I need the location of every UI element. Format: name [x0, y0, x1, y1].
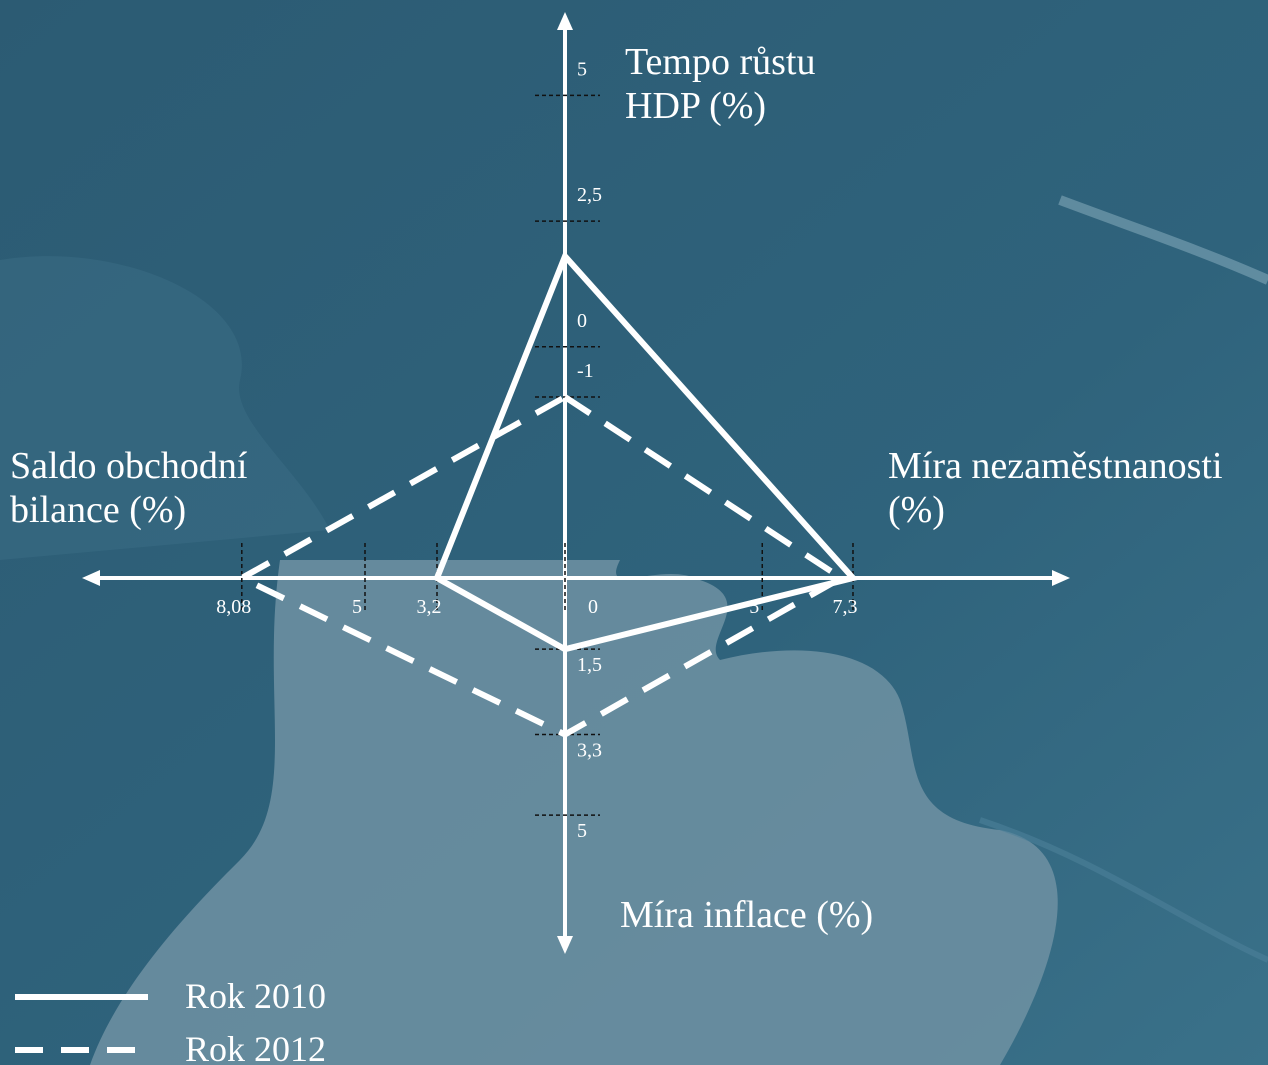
arrow-head [82, 570, 100, 586]
arrow-head [557, 936, 573, 954]
puzzle-shape [0, 256, 330, 560]
puzzle-edge [979, 817, 1268, 963]
puzzle-piece [90, 560, 1058, 1065]
axis-title: Míra inflace (%) [620, 894, 874, 936]
tick-label: 5 [577, 58, 587, 80]
tick-label: 3,3 [577, 740, 602, 762]
tick-label: 5 [352, 596, 362, 618]
axis-title: Tempo růstu HDP (%) [625, 41, 816, 127]
tick-label: -1 [577, 360, 594, 382]
axis-title: Saldo obchodní bilance (%) [10, 445, 248, 531]
arrow-head [557, 12, 573, 30]
tick-label: 8,08 [216, 596, 251, 618]
tick-label: 0 [588, 596, 598, 618]
series-line [235, 393, 847, 738]
legend-label: Rok 2010 [185, 976, 326, 1016]
tick-label: 2,5 [577, 184, 602, 206]
series-line [433, 250, 859, 653]
tick-label: 5 [577, 820, 587, 842]
tick-label: 0 [577, 310, 587, 332]
legend-label: Rok 2012 [185, 1029, 326, 1065]
tick-label: 7,3 [832, 596, 857, 618]
tick-label: 1,5 [577, 654, 602, 676]
tick-label: 3,2 [417, 596, 442, 618]
tick-label: 5 [749, 596, 759, 618]
arrow-head [1052, 570, 1070, 586]
axis-title: Míra nezaměstnanosti (%) [888, 445, 1223, 531]
puzzle-edge [1058, 195, 1268, 285]
plot: Rok 2010 Rok 2012 5 2,5 0 -1 0 5 7,3 1,5 3,3 5 3,2… [15, 12, 1070, 1065]
